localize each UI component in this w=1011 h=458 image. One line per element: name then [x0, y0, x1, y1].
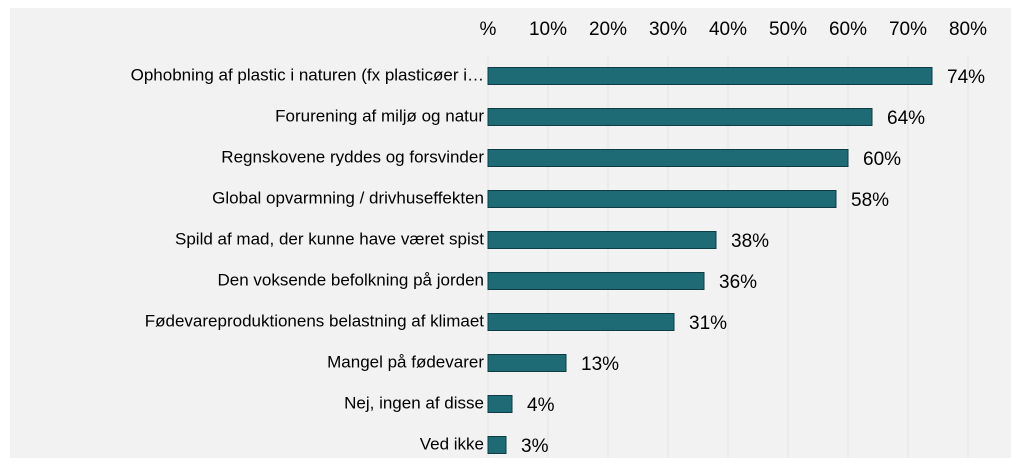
data-label: 31%: [689, 313, 727, 334]
x-tick-label: 70%: [889, 19, 927, 40]
bar: [487, 395, 513, 413]
data-label: 4%: [527, 395, 555, 416]
data-label: 38%: [731, 231, 769, 252]
bar: [487, 436, 507, 454]
data-label: 36%: [719, 272, 757, 293]
x-tick-label: 50%: [769, 19, 807, 40]
x-tick-label: %: [480, 19, 497, 40]
y-tick-label: Nej, ingen af disse: [344, 393, 484, 412]
bar: [487, 190, 837, 208]
x-tick-label: 40%: [709, 19, 747, 40]
data-label: 74%: [947, 67, 985, 88]
data-label: 64%: [887, 108, 925, 129]
y-tick-label: Global opvarmning / drivhuseffekten: [212, 188, 484, 207]
y-tick-label: Spild af mad, der kunne have været spist: [175, 229, 484, 248]
y-tick-label: Regnskovene ryddes og forsvinder: [221, 147, 484, 166]
x-tick-label: 30%: [649, 19, 687, 40]
bar: [487, 149, 849, 167]
x-tick-label: 10%: [529, 19, 567, 40]
y-tick-label: Forurening af miljø og natur: [275, 106, 484, 125]
bar: [487, 272, 705, 290]
x-tick-label: 20%: [589, 19, 627, 40]
data-label: 13%: [581, 354, 619, 375]
y-tick-label: Mangel på fødevarer: [327, 352, 484, 371]
bar: [487, 313, 675, 331]
bar: [487, 354, 567, 372]
bar: [487, 231, 717, 249]
x-tick-label: 80%: [949, 19, 987, 40]
bar: [487, 67, 933, 85]
data-label: 3%: [521, 436, 549, 457]
x-tick-label: 60%: [829, 19, 867, 40]
data-label: 60%: [863, 149, 901, 170]
y-tick-label: Fødevareproduktionens belastning af klim…: [145, 311, 485, 330]
y-tick-label: Den voksende befolkning på jorden: [217, 270, 484, 289]
y-tick-label: Ved ikke: [420, 434, 484, 453]
data-label: 58%: [851, 190, 889, 211]
bar: [487, 108, 873, 126]
y-tick-label: Ophobning af plastic i naturen (fx plast…: [131, 65, 484, 84]
